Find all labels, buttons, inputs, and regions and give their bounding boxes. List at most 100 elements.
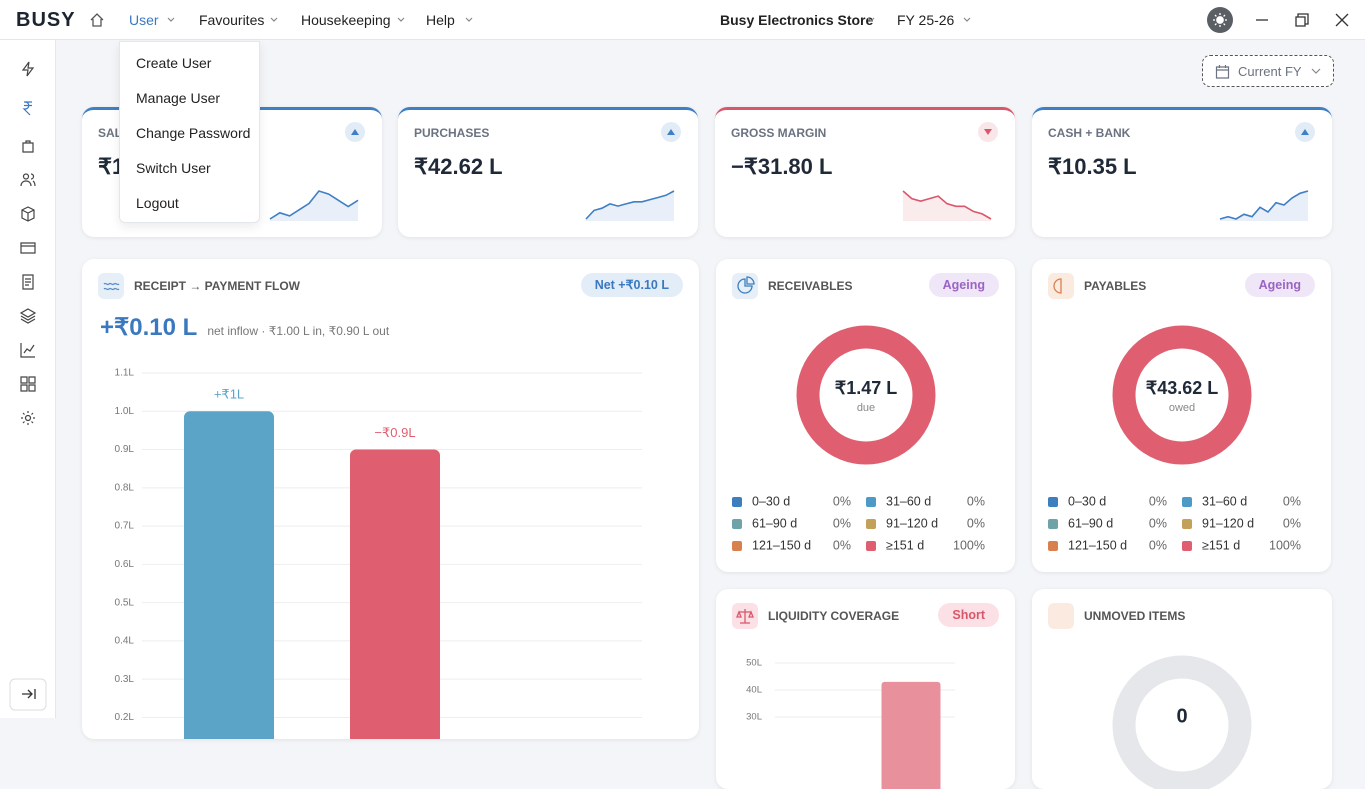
card-icon <box>98 273 124 299</box>
legend-label: 121–150 d <box>752 538 811 552</box>
legend-label: 91–120 d <box>1202 516 1254 530</box>
nav-icon[interactable] <box>22 101 32 116</box>
icon-bg <box>1048 603 1074 629</box>
card: RECEIVABLES Ageing ₹1.47 L due 0–30 d 0% 31–60… <box>716 259 1015 572</box>
top-icons <box>167 7 1349 33</box>
user-dropdown: Create User Manage User Change Password Swi… <box>119 41 260 223</box>
donut-center-label: owed <box>1169 402 1195 414</box>
donut-segment <box>1112 325 1252 465</box>
kpi-value: −₹31.80 L <box>731 154 833 179</box>
kpi-value: ₹10.35 L <box>1048 154 1137 179</box>
legend-swatch <box>732 519 742 529</box>
legend-label: ≥151 d <box>886 538 924 552</box>
nav-icon[interactable] <box>21 411 35 425</box>
nav-icon[interactable] <box>20 173 36 187</box>
legend-label: 31–60 d <box>886 494 931 508</box>
kpi-label: SAL <box>98 126 122 140</box>
menu-housekeeping[interactable]: Housekeeping <box>301 12 391 28</box>
trend-arrow <box>351 129 359 135</box>
legend-swatch <box>732 497 742 507</box>
menu-help[interactable]: Help <box>426 12 455 28</box>
legend-label: 91–120 d <box>886 516 938 530</box>
sparkline-area <box>903 191 991 221</box>
card-badge: Ageing <box>1244 273 1315 297</box>
nav-icon[interactable] <box>22 140 34 153</box>
donut-chart: ₹1.47 L due 0–30 d 0% 31–60 d 0% 61–90 d 0% 91–1… <box>732 325 985 552</box>
sparkline-line <box>1219 190 1309 220</box>
legend-value: 0% <box>1283 494 1301 508</box>
y-tick-label: 40L <box>746 685 762 696</box>
legend-value: 0% <box>967 494 985 508</box>
icon-glyph <box>103 282 120 291</box>
unmoved-value: 0 <box>1176 705 1187 727</box>
card-title: PAYABLES <box>1084 279 1147 293</box>
y-tick-label: 30L <box>746 712 762 723</box>
nav-icon[interactable] <box>21 61 35 77</box>
y-tick-label: 1.1L <box>115 368 135 379</box>
legend-swatch <box>732 541 742 551</box>
y-tick-label: 50L <box>746 658 762 669</box>
legend-swatch <box>1048 541 1058 551</box>
legend-value: 0% <box>833 494 851 508</box>
card-badge: Ageing <box>928 273 999 297</box>
legend-label: 31–60 d <box>1202 494 1247 508</box>
menu-item[interactable]: Logout <box>136 195 179 211</box>
y-tick-label: 0.3L <box>115 674 135 685</box>
trend-arrow <box>984 129 992 135</box>
donut-center-value: ₹1.47 L <box>835 378 897 398</box>
menu-item[interactable]: Create User <box>136 55 212 71</box>
nav-icon[interactable] <box>20 242 36 254</box>
restore[interactable] <box>1295 13 1309 27</box>
logo[interactable]: BUSY <box>16 9 76 31</box>
nav-icon[interactable] <box>21 206 35 222</box>
liquidity-chart: 30L 40L 50L <box>746 658 955 789</box>
y-tick-label: 0.5L <box>115 597 135 608</box>
home-icon[interactable] <box>89 12 105 28</box>
icon-glyph <box>737 276 755 294</box>
sparkline-line <box>585 190 675 220</box>
legend-swatch <box>866 497 876 507</box>
unmoved-ring: 0 <box>1112 655 1252 789</box>
sidebar-icons <box>9 61 47 711</box>
y-tick-label: 0.4L <box>115 636 135 647</box>
sparkline-area <box>1220 191 1308 221</box>
legend-swatch <box>1048 497 1058 507</box>
close[interactable] <box>1335 13 1349 27</box>
legend-value: 0% <box>1149 494 1167 508</box>
period-button[interactable]: Current FY <box>1202 55 1334 87</box>
calendar-icon <box>1215 65 1230 79</box>
y-tick-label: 0.6L <box>115 559 135 570</box>
nav-icon[interactable] <box>20 343 35 358</box>
chevron <box>1311 68 1321 74</box>
trend-badge <box>1295 122 1315 142</box>
menu-item[interactable]: Change Password <box>136 125 251 141</box>
legend-label: 0–30 d <box>752 494 790 508</box>
card-title: LIQUIDITY COVERAGE <box>768 609 900 623</box>
year-selector[interactable]: FY 25-26 <box>897 12 955 28</box>
kpi-label: GROSS MARGIN <box>731 126 827 140</box>
company-selector[interactable]: Busy Electronics Store <box>720 12 874 28</box>
menu-favourites[interactable]: Favourites <box>199 12 265 28</box>
flow-summary: +₹0.10 L net inflow · ₹1.00 L in, ₹0.90 L… <box>100 313 389 342</box>
card-icon <box>1048 273 1074 299</box>
nav-icon[interactable] <box>22 274 34 290</box>
card: PURCHASES ₹42.62 L <box>398 107 698 237</box>
bar <box>184 411 274 739</box>
menu-user[interactable]: User <box>129 12 159 28</box>
donut-segment <box>796 325 936 465</box>
nav-icon[interactable] <box>20 376 36 392</box>
menu-item[interactable]: Switch User <box>136 160 211 176</box>
menu-item[interactable]: Manage User <box>136 90 221 106</box>
collapse-icon <box>22 689 36 699</box>
sparkline-line <box>902 190 992 220</box>
legend-value: 100% <box>953 538 985 552</box>
card: UNMOVED ITEMS 0 <box>1032 589 1332 789</box>
value-label: +₹1L <box>214 387 244 402</box>
sparkline <box>585 190 675 221</box>
sparkline-area <box>270 191 358 221</box>
sparkline-line <box>269 190 359 220</box>
trend-arrow <box>667 129 675 135</box>
flow-note: net inflow · ₹1.00 L in, ₹0.90 L out <box>207 324 390 338</box>
nav-icon[interactable] <box>19 308 37 324</box>
